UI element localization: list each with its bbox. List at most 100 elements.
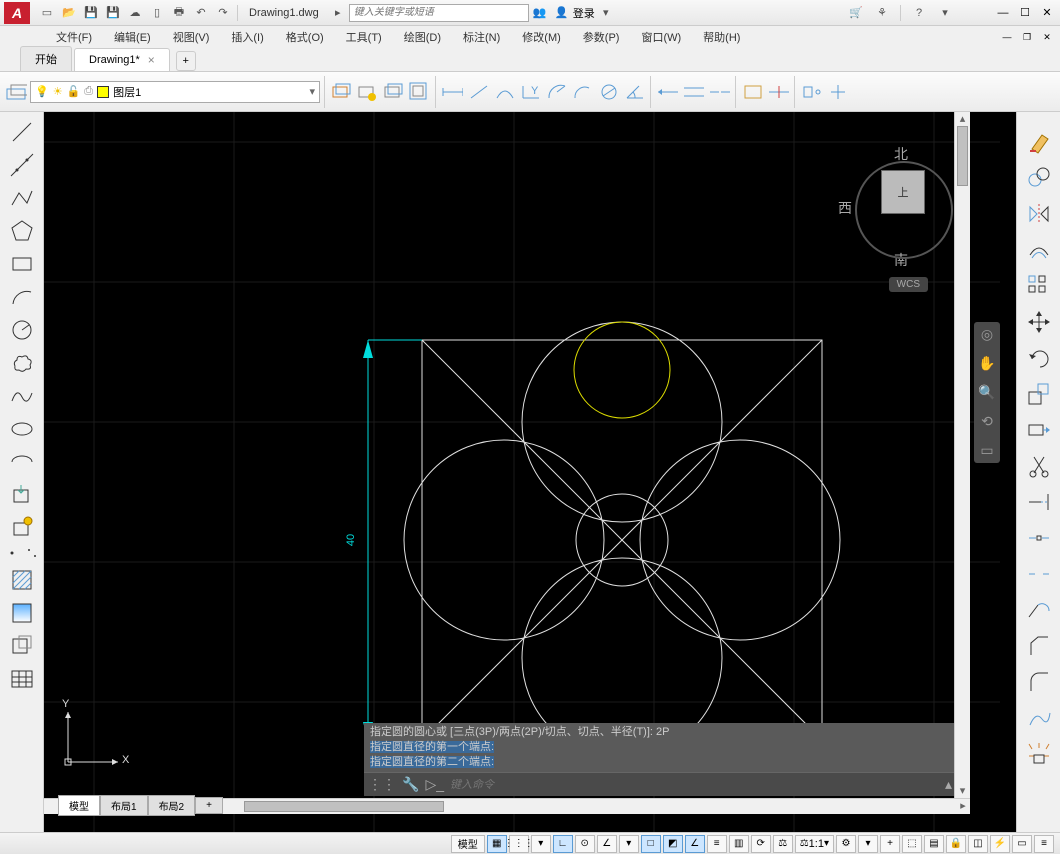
dim-continue-button[interactable] [707,77,731,107]
dim-linear-button[interactable] [440,77,464,107]
table-tool[interactable] [5,663,39,695]
dim-jogged-button[interactable] [570,77,594,107]
new-icon[interactable]: ▭ [38,4,56,22]
menu-format[interactable]: 格式(O) [276,27,334,47]
scale-tool[interactable] [1022,378,1056,410]
horizontal-scroll-thumb[interactable] [244,801,444,812]
ellipse-arc-tool[interactable] [5,446,39,478]
share-icon[interactable]: ⚘ [873,4,891,22]
cmd-handle-icon[interactable]: ⋮⋮ [368,776,396,793]
rectangle-tool[interactable] [5,248,39,280]
polygon-tool[interactable] [5,215,39,247]
dim-arc-button[interactable] [492,77,516,107]
line-tool[interactable] [5,116,39,148]
cmd-expand-icon[interactable]: ▴ [945,776,952,793]
open-icon[interactable]: 📂 [60,4,78,22]
login-label[interactable]: 登录 [573,5,595,21]
nav-showmotion-icon[interactable]: ▭ [980,442,993,459]
scroll-right-arrow[interactable]: ▸ [956,799,970,814]
nav-pan-icon[interactable]: ✋ [978,355,995,372]
dim-space-button[interactable] [740,77,764,107]
menu-modify[interactable]: 修改(M) [512,27,571,47]
layout-add-tab[interactable]: + [195,797,223,814]
layer-lock-button[interactable] [407,77,431,107]
hatch-tool[interactable] [5,564,39,596]
print-icon[interactable]: 🖶 [170,4,188,22]
user-icon[interactable]: 👤 [553,4,571,22]
dim-diameter-button[interactable] [596,77,620,107]
explode-tool[interactable] [1022,738,1056,770]
layer-dropdown-icon[interactable]: ▾ [309,85,315,98]
drawing-canvas[interactable]: 4040 北 西 东 南 上 WCS ◎ ✋ 🔍 ⟲ ▭ X Y 指定 [44,112,1016,832]
cloud-icon[interactable]: ☁ [126,4,144,22]
tab-add-button[interactable]: + [176,51,196,71]
login-dd-icon[interactable]: ▾ [597,4,615,22]
layer-freeze-button[interactable] [381,77,405,107]
construction-line-tool[interactable] [5,149,39,181]
break-tool[interactable] [1022,558,1056,590]
doc-minimize-button[interactable]: — [998,28,1016,46]
circle-tool[interactable] [5,314,39,346]
menu-file[interactable]: 文件(F) [46,27,102,47]
doc-restore-button[interactable]: ❐ [1018,28,1036,46]
dim-radius-button[interactable] [544,77,568,107]
nav-orbit-icon[interactable]: ⟲ [981,413,993,430]
dim-aligned-button[interactable] [466,77,490,107]
erase-tool[interactable] [1022,126,1056,158]
fillet-tool[interactable] [1022,666,1056,698]
move-tool[interactable] [1022,306,1056,338]
tab-drawing1[interactable]: Drawing1* × [74,48,170,71]
tolerance-button[interactable] [799,77,823,107]
center-mark-button[interactable] [825,77,849,107]
make-block-tool[interactable] [5,512,39,544]
nav-zoom-icon[interactable]: 🔍 [978,384,995,401]
mirror-tool[interactable] [1022,198,1056,230]
arc-tool[interactable] [5,281,39,313]
menu-window[interactable]: 窗口(W) [631,27,691,47]
view-cube[interactable]: 北 西 东 南 上 [838,130,968,280]
gradient-tool[interactable] [5,597,39,629]
menu-parametric[interactable]: 参数(P) [573,27,630,47]
menu-tools[interactable]: 工具(T) [336,27,392,47]
layer-off-button[interactable] [329,77,353,107]
spline-tool[interactable] [5,380,39,412]
polyline-tool[interactable] [5,182,39,214]
binoculars-icon[interactable]: 👥 [531,4,549,22]
menu-view[interactable]: 视图(V) [163,27,220,47]
point-tool[interactable] [3,545,21,561]
nav-wheel-icon[interactable]: ◎ [981,326,993,343]
model-tab[interactable]: 模型 [58,795,100,816]
copy-tool[interactable] [1022,162,1056,194]
dim-ordinate-button[interactable]: Y [518,77,542,107]
blend-tool[interactable] [1022,702,1056,734]
ellipse-tool[interactable] [5,413,39,445]
chamfer-tool[interactable] [1022,630,1056,662]
save-icon[interactable]: 💾 [82,4,100,22]
minimize-button[interactable]: — [994,4,1012,22]
saveas-icon[interactable]: 💾 [104,4,122,22]
tab-close-icon[interactable]: × [148,53,155,67]
undo-icon[interactable]: ↶ [192,4,210,22]
help-icon[interactable]: ? [910,4,928,22]
wcs-badge[interactable]: WCS [889,277,928,292]
scroll-up-arrow[interactable]: ▴ [955,112,970,126]
cart-icon[interactable]: 🛒 [847,4,865,22]
redo-icon[interactable]: ↷ [214,4,232,22]
join-tool[interactable] [1022,594,1056,626]
dim-break-button[interactable] [766,77,790,107]
search-input[interactable] [349,4,529,22]
horizontal-scrollbar[interactable]: 模型 布局1 布局2 + ▸ [44,798,970,814]
vertical-scroll-thumb[interactable] [957,126,968,186]
doc-close-button[interactable]: ✕ [1038,28,1056,46]
tab-start[interactable]: 开始 [20,46,72,71]
menu-draw[interactable]: 绘图(D) [394,27,451,47]
trim-tool[interactable] [1022,450,1056,482]
layout1-tab[interactable]: 布局1 [100,795,148,816]
close-button[interactable]: ✕ [1038,4,1056,22]
menu-help[interactable]: 帮助(H) [693,27,750,47]
layout2-tab[interactable]: 布局2 [148,795,196,816]
insert-block-tool[interactable] [5,479,39,511]
rotate-tool[interactable] [1022,342,1056,374]
menu-insert[interactable]: 插入(I) [221,27,273,47]
revision-cloud-tool[interactable] [5,347,39,379]
